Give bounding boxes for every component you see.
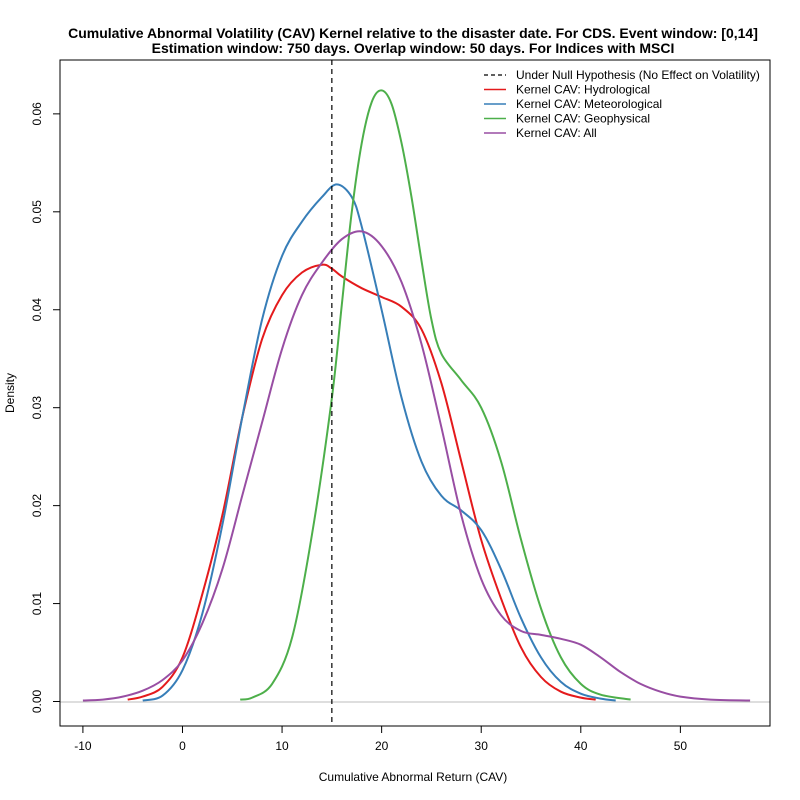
series-layer (82, 89, 751, 702)
x-axis: -10 0 10 20 30 40 50 (74, 725, 688, 753)
x-axis-label: Cumulative Abnormal Return (CAV) (319, 770, 508, 784)
plot-frame (59, 59, 771, 727)
y-tick-label: 0.02 (30, 494, 44, 518)
x-tick-label: 20 (375, 739, 389, 753)
legend: Under Null Hypothesis (No Effect on Vola… (484, 68, 760, 140)
x-tick-label: 40 (574, 739, 588, 753)
y-tick-label: 0.04 (30, 298, 44, 322)
y-axis-label: Density (3, 373, 17, 413)
chart-title-line1: Cumulative Abnormal Volatility (CAV) Ker… (68, 25, 758, 41)
y-tick-label: 0.01 (30, 592, 44, 616)
y-tick-label: 0.05 (30, 200, 44, 224)
y-tick-label: 0.00 (30, 690, 44, 714)
x-tick-label: -10 (74, 739, 92, 753)
legend-label-2: Kernel CAV: Meteorological (516, 97, 662, 111)
chart-title-line2: Estimation window: 750 days. Overlap win… (152, 40, 675, 56)
legend-label-0: Under Null Hypothesis (No Effect on Vola… (516, 68, 760, 82)
x-tick-label: 10 (275, 739, 289, 753)
series-line-3 (82, 230, 751, 702)
x-tick-label: 30 (475, 739, 489, 753)
y-tick-label: 0.03 (30, 396, 44, 420)
series-line-0 (127, 263, 596, 701)
x-tick-label: 50 (674, 739, 688, 753)
legend-label-1: Kernel CAV: Hydrological (516, 83, 650, 97)
legend-label-3: Kernel CAV: Geophysical (516, 112, 650, 126)
x-tick-label: 0 (179, 739, 186, 753)
legend-label-4: Kernel CAV: All (516, 126, 597, 140)
y-axis: 0.00 0.01 0.02 0.03 0.04 0.05 0.06 (30, 102, 61, 714)
series-line-1 (142, 183, 616, 702)
series-line-2 (240, 89, 631, 701)
y-tick-label: 0.06 (30, 102, 44, 126)
